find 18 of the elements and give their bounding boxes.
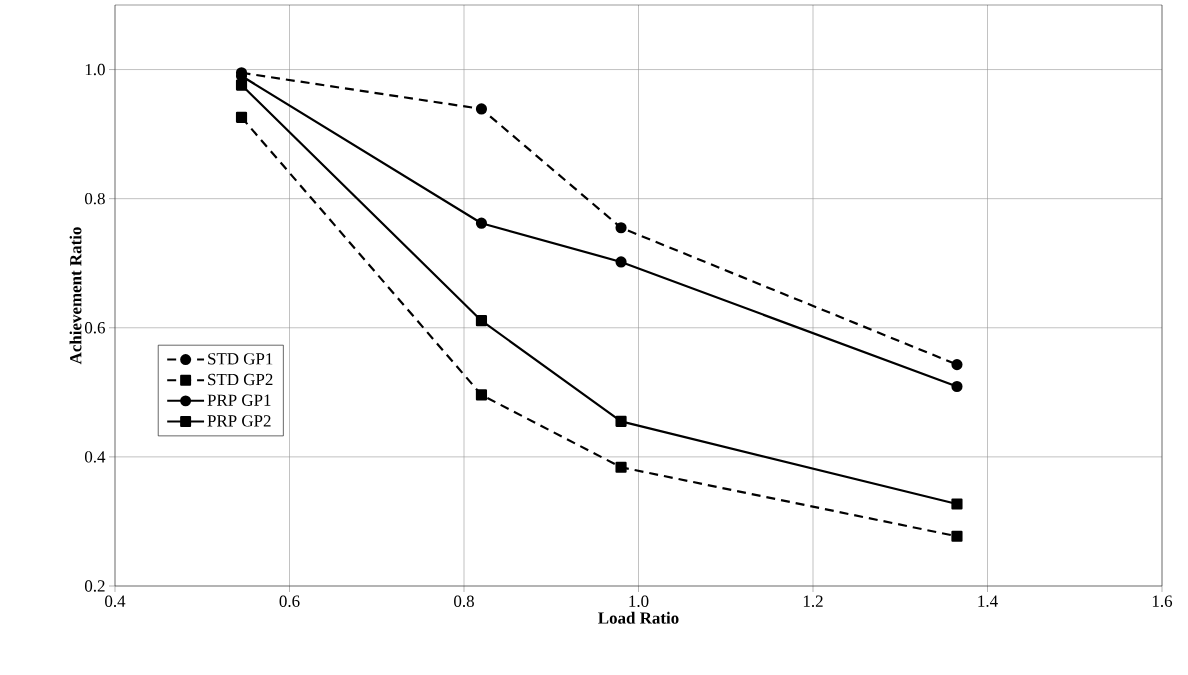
y-tick-label: 0.4	[84, 451, 106, 463]
legend-label: PRP GP2	[207, 415, 271, 427]
x-tick-label: 1.0	[629, 595, 649, 607]
x-tick-label: 0.6	[279, 595, 300, 607]
x-tick-label: 0.8	[454, 595, 474, 607]
y-axis-title: Achievement Ratio	[69, 227, 82, 365]
x-axis-title: Load Ratio	[598, 611, 679, 624]
y-tick-label: 0.2	[84, 580, 105, 592]
y-tick-label: 0.6	[84, 322, 105, 334]
x-tick-label: 1.4	[978, 595, 998, 607]
x-tick-label: 0.4	[105, 595, 126, 607]
x-tick-label: 1.2	[803, 595, 823, 607]
legend-label: PRP GP1	[207, 394, 271, 406]
legend-label: STD GP2	[208, 373, 273, 386]
y-tick-label: 0.8	[84, 192, 105, 205]
x-tick-label: 1.6	[1152, 595, 1173, 607]
y-tick-label: 1.0	[85, 63, 105, 76]
legend-label: STD GP1	[208, 353, 273, 365]
